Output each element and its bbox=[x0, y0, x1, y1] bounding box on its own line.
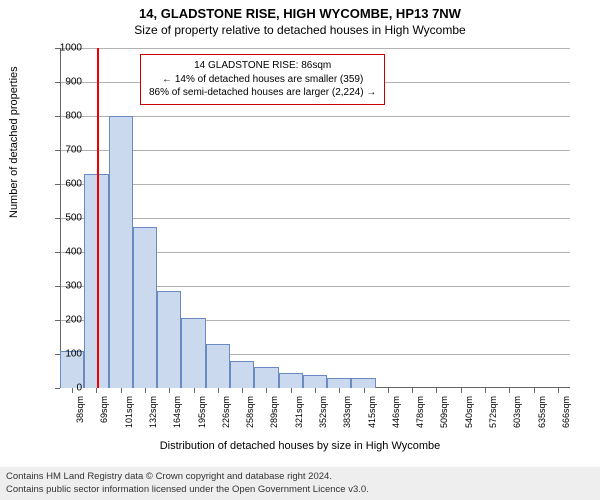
grid-line bbox=[60, 184, 570, 185]
x-axis-label: Distribution of detached houses by size … bbox=[0, 440, 600, 452]
y-axis-label: Number of detached properties bbox=[8, 66, 20, 218]
histogram-bar bbox=[109, 116, 133, 388]
x-tick-mark bbox=[461, 388, 462, 393]
y-tick-label: 800 bbox=[42, 111, 82, 122]
y-tick-label: 900 bbox=[42, 77, 82, 88]
x-tick-mark bbox=[96, 388, 97, 393]
histogram-bar bbox=[181, 318, 205, 388]
histogram-bar bbox=[157, 291, 181, 388]
x-tick-mark bbox=[364, 388, 365, 393]
annotation-line1: 14 GLADSTONE RISE: 86sqm bbox=[149, 59, 376, 73]
y-tick-label: 0 bbox=[42, 383, 82, 394]
histogram-bar bbox=[327, 378, 351, 388]
footer-line1: Contains HM Land Registry data © Crown c… bbox=[6, 471, 594, 483]
x-tick-mark bbox=[558, 388, 559, 393]
annotation-box: 14 GLADSTONE RISE: 86sqm ← 14% of detach… bbox=[140, 54, 385, 105]
histogram-bar bbox=[206, 344, 230, 388]
x-tick-label: 164sqm bbox=[172, 396, 182, 428]
x-tick-mark bbox=[509, 388, 510, 393]
x-tick-label: 415sqm bbox=[367, 396, 377, 428]
x-tick-label: 289sqm bbox=[269, 396, 279, 428]
x-tick-label: 509sqm bbox=[439, 396, 449, 428]
x-tick-mark bbox=[266, 388, 267, 393]
histogram-bar bbox=[351, 378, 375, 388]
x-tick-label: 101sqm bbox=[124, 396, 134, 428]
histogram-bar bbox=[279, 373, 303, 388]
y-tick-label: 100 bbox=[42, 349, 82, 360]
histogram-bar bbox=[230, 361, 254, 388]
grid-line bbox=[60, 48, 570, 49]
x-tick-mark bbox=[121, 388, 122, 393]
grid-line bbox=[60, 150, 570, 151]
x-tick-mark bbox=[145, 388, 146, 393]
x-tick-label: 38sqm bbox=[75, 396, 85, 423]
x-tick-label: 666sqm bbox=[561, 396, 571, 428]
x-tick-mark bbox=[412, 388, 413, 393]
annotation-line2: ← 14% of detached houses are smaller (35… bbox=[149, 73, 376, 87]
x-tick-label: 132sqm bbox=[148, 396, 158, 428]
x-tick-label: 195sqm bbox=[197, 396, 207, 428]
chart-title-main: 14, GLADSTONE RISE, HIGH WYCOMBE, HP13 7… bbox=[0, 0, 600, 21]
x-tick-label: 258sqm bbox=[245, 396, 255, 428]
x-tick-mark bbox=[339, 388, 340, 393]
x-tick-mark bbox=[194, 388, 195, 393]
x-tick-label: 572sqm bbox=[488, 396, 498, 428]
x-tick-mark bbox=[315, 388, 316, 393]
annotation-line3: 86% of semi-detached houses are larger (… bbox=[149, 86, 376, 100]
x-tick-mark bbox=[169, 388, 170, 393]
y-tick-label: 1000 bbox=[42, 43, 82, 54]
footer-line2: Contains public sector information licen… bbox=[6, 484, 594, 496]
property-marker-line bbox=[97, 48, 99, 388]
grid-line bbox=[60, 116, 570, 117]
y-tick-label: 500 bbox=[42, 213, 82, 224]
histogram-bar bbox=[254, 367, 278, 388]
x-tick-mark bbox=[242, 388, 243, 393]
x-tick-label: 352sqm bbox=[318, 396, 328, 428]
x-tick-mark bbox=[485, 388, 486, 393]
x-tick-label: 383sqm bbox=[342, 396, 352, 428]
x-tick-mark bbox=[291, 388, 292, 393]
histogram-bar bbox=[303, 375, 327, 388]
histogram-bar bbox=[133, 227, 157, 389]
x-tick-label: 226sqm bbox=[221, 396, 231, 428]
y-tick-label: 700 bbox=[42, 145, 82, 156]
x-tick-label: 478sqm bbox=[415, 396, 425, 428]
grid-line bbox=[60, 218, 570, 219]
y-tick-label: 300 bbox=[42, 281, 82, 292]
x-tick-mark bbox=[388, 388, 389, 393]
x-tick-label: 446sqm bbox=[391, 396, 401, 428]
x-tick-label: 69sqm bbox=[99, 396, 109, 423]
x-tick-label: 603sqm bbox=[512, 396, 522, 428]
x-tick-mark bbox=[218, 388, 219, 393]
y-tick-label: 600 bbox=[42, 179, 82, 190]
x-tick-mark bbox=[534, 388, 535, 393]
footer-attribution: Contains HM Land Registry data © Crown c… bbox=[0, 467, 600, 500]
chart-title-sub: Size of property relative to detached ho… bbox=[0, 21, 600, 37]
x-tick-label: 540sqm bbox=[464, 396, 474, 428]
y-tick-label: 400 bbox=[42, 247, 82, 258]
plot-area: 38sqm69sqm101sqm132sqm164sqm195sqm226sqm… bbox=[60, 48, 570, 388]
x-tick-mark bbox=[436, 388, 437, 393]
x-tick-label: 635sqm bbox=[537, 396, 547, 428]
chart-container: 14, GLADSTONE RISE, HIGH WYCOMBE, HP13 7… bbox=[0, 0, 600, 500]
x-tick-label: 321sqm bbox=[294, 396, 304, 428]
y-tick-label: 200 bbox=[42, 315, 82, 326]
